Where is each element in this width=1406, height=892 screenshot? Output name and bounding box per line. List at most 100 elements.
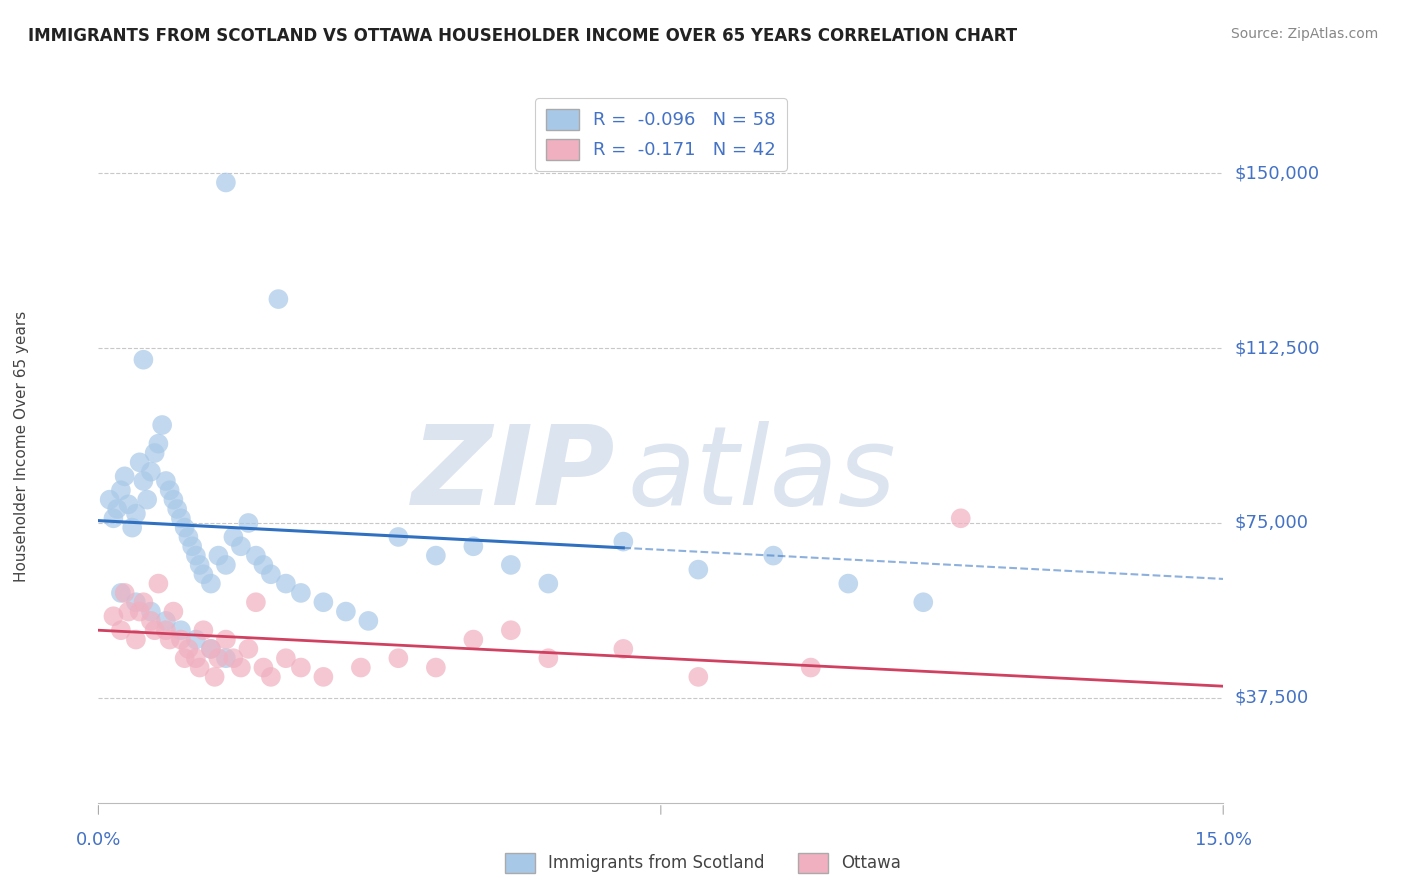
Point bbox=[173, 651, 195, 665]
Point bbox=[800, 660, 823, 674]
Point bbox=[688, 563, 710, 577]
Point bbox=[612, 534, 634, 549]
Point bbox=[425, 660, 447, 674]
Point bbox=[188, 558, 211, 572]
Point bbox=[128, 455, 150, 469]
Point bbox=[170, 632, 193, 647]
Point bbox=[114, 586, 136, 600]
Point bbox=[312, 670, 335, 684]
Point bbox=[238, 641, 260, 656]
Point bbox=[128, 605, 150, 619]
Point bbox=[143, 446, 166, 460]
Point bbox=[463, 539, 485, 553]
Point bbox=[245, 595, 267, 609]
Point bbox=[155, 624, 177, 638]
Point bbox=[114, 469, 136, 483]
Point bbox=[463, 632, 485, 647]
Point bbox=[188, 660, 211, 674]
Point bbox=[136, 492, 159, 507]
Text: atlas: atlas bbox=[627, 421, 896, 528]
Point bbox=[132, 474, 155, 488]
Point bbox=[837, 576, 859, 591]
Point bbox=[290, 660, 312, 674]
Point bbox=[110, 624, 132, 638]
Point bbox=[139, 605, 162, 619]
Point bbox=[425, 549, 447, 563]
Point bbox=[125, 507, 148, 521]
Text: 15.0%: 15.0% bbox=[1195, 831, 1251, 849]
Point bbox=[335, 605, 357, 619]
Point bbox=[215, 558, 238, 572]
Point bbox=[177, 641, 200, 656]
Point bbox=[200, 576, 222, 591]
Text: $150,000: $150,000 bbox=[1234, 164, 1320, 182]
Point bbox=[170, 511, 193, 525]
Point bbox=[139, 465, 162, 479]
Point bbox=[357, 614, 380, 628]
Point bbox=[155, 474, 177, 488]
Text: IMMIGRANTS FROM SCOTLAND VS OTTAWA HOUSEHOLDER INCOME OVER 65 YEARS CORRELATION : IMMIGRANTS FROM SCOTLAND VS OTTAWA HOUSE… bbox=[28, 27, 1018, 45]
Legend: R =  -0.096   N = 58, R =  -0.171   N = 42: R = -0.096 N = 58, R = -0.171 N = 42 bbox=[536, 98, 787, 170]
Point bbox=[229, 539, 252, 553]
Point bbox=[537, 651, 560, 665]
Point bbox=[98, 492, 121, 507]
Point bbox=[499, 558, 522, 572]
Text: $75,000: $75,000 bbox=[1234, 514, 1309, 532]
Point bbox=[222, 651, 245, 665]
Legend: Immigrants from Scotland, Ottawa: Immigrants from Scotland, Ottawa bbox=[498, 847, 908, 880]
Point bbox=[387, 530, 409, 544]
Point bbox=[162, 492, 184, 507]
Point bbox=[260, 567, 283, 582]
Text: ZIP: ZIP bbox=[412, 421, 616, 528]
Point bbox=[184, 549, 207, 563]
Point bbox=[184, 632, 207, 647]
Point bbox=[215, 651, 238, 665]
Point bbox=[177, 530, 200, 544]
Point bbox=[193, 567, 215, 582]
Point bbox=[252, 660, 274, 674]
Point bbox=[193, 624, 215, 638]
Text: Householder Income Over 65 years: Householder Income Over 65 years bbox=[14, 310, 28, 582]
Point bbox=[252, 558, 274, 572]
Point bbox=[267, 292, 290, 306]
Point bbox=[204, 670, 226, 684]
Point bbox=[229, 660, 252, 674]
Text: 0.0%: 0.0% bbox=[76, 831, 121, 849]
Point bbox=[238, 516, 260, 530]
Point bbox=[215, 632, 238, 647]
Point bbox=[274, 651, 297, 665]
Point bbox=[159, 483, 181, 498]
Point bbox=[312, 595, 335, 609]
Point bbox=[274, 576, 297, 591]
Text: Source: ZipAtlas.com: Source: ZipAtlas.com bbox=[1230, 27, 1378, 41]
Point bbox=[117, 497, 139, 511]
Point bbox=[150, 417, 173, 432]
Point bbox=[166, 502, 188, 516]
Point bbox=[121, 521, 143, 535]
Point bbox=[260, 670, 283, 684]
Point bbox=[245, 549, 267, 563]
Point bbox=[537, 576, 560, 591]
Point bbox=[222, 530, 245, 544]
Point bbox=[117, 605, 139, 619]
Point bbox=[110, 586, 132, 600]
Point bbox=[200, 641, 222, 656]
Point bbox=[350, 660, 373, 674]
Point bbox=[143, 624, 166, 638]
Point bbox=[105, 502, 128, 516]
Point bbox=[139, 614, 162, 628]
Point bbox=[290, 586, 312, 600]
Point bbox=[215, 176, 238, 190]
Point bbox=[132, 595, 155, 609]
Point bbox=[170, 624, 193, 638]
Point bbox=[125, 595, 148, 609]
Point bbox=[125, 632, 148, 647]
Point bbox=[612, 641, 634, 656]
Point bbox=[207, 549, 229, 563]
Point bbox=[912, 595, 935, 609]
Point bbox=[148, 576, 170, 591]
Point bbox=[148, 436, 170, 450]
Point bbox=[103, 609, 125, 624]
Point bbox=[200, 641, 222, 656]
Point bbox=[162, 605, 184, 619]
